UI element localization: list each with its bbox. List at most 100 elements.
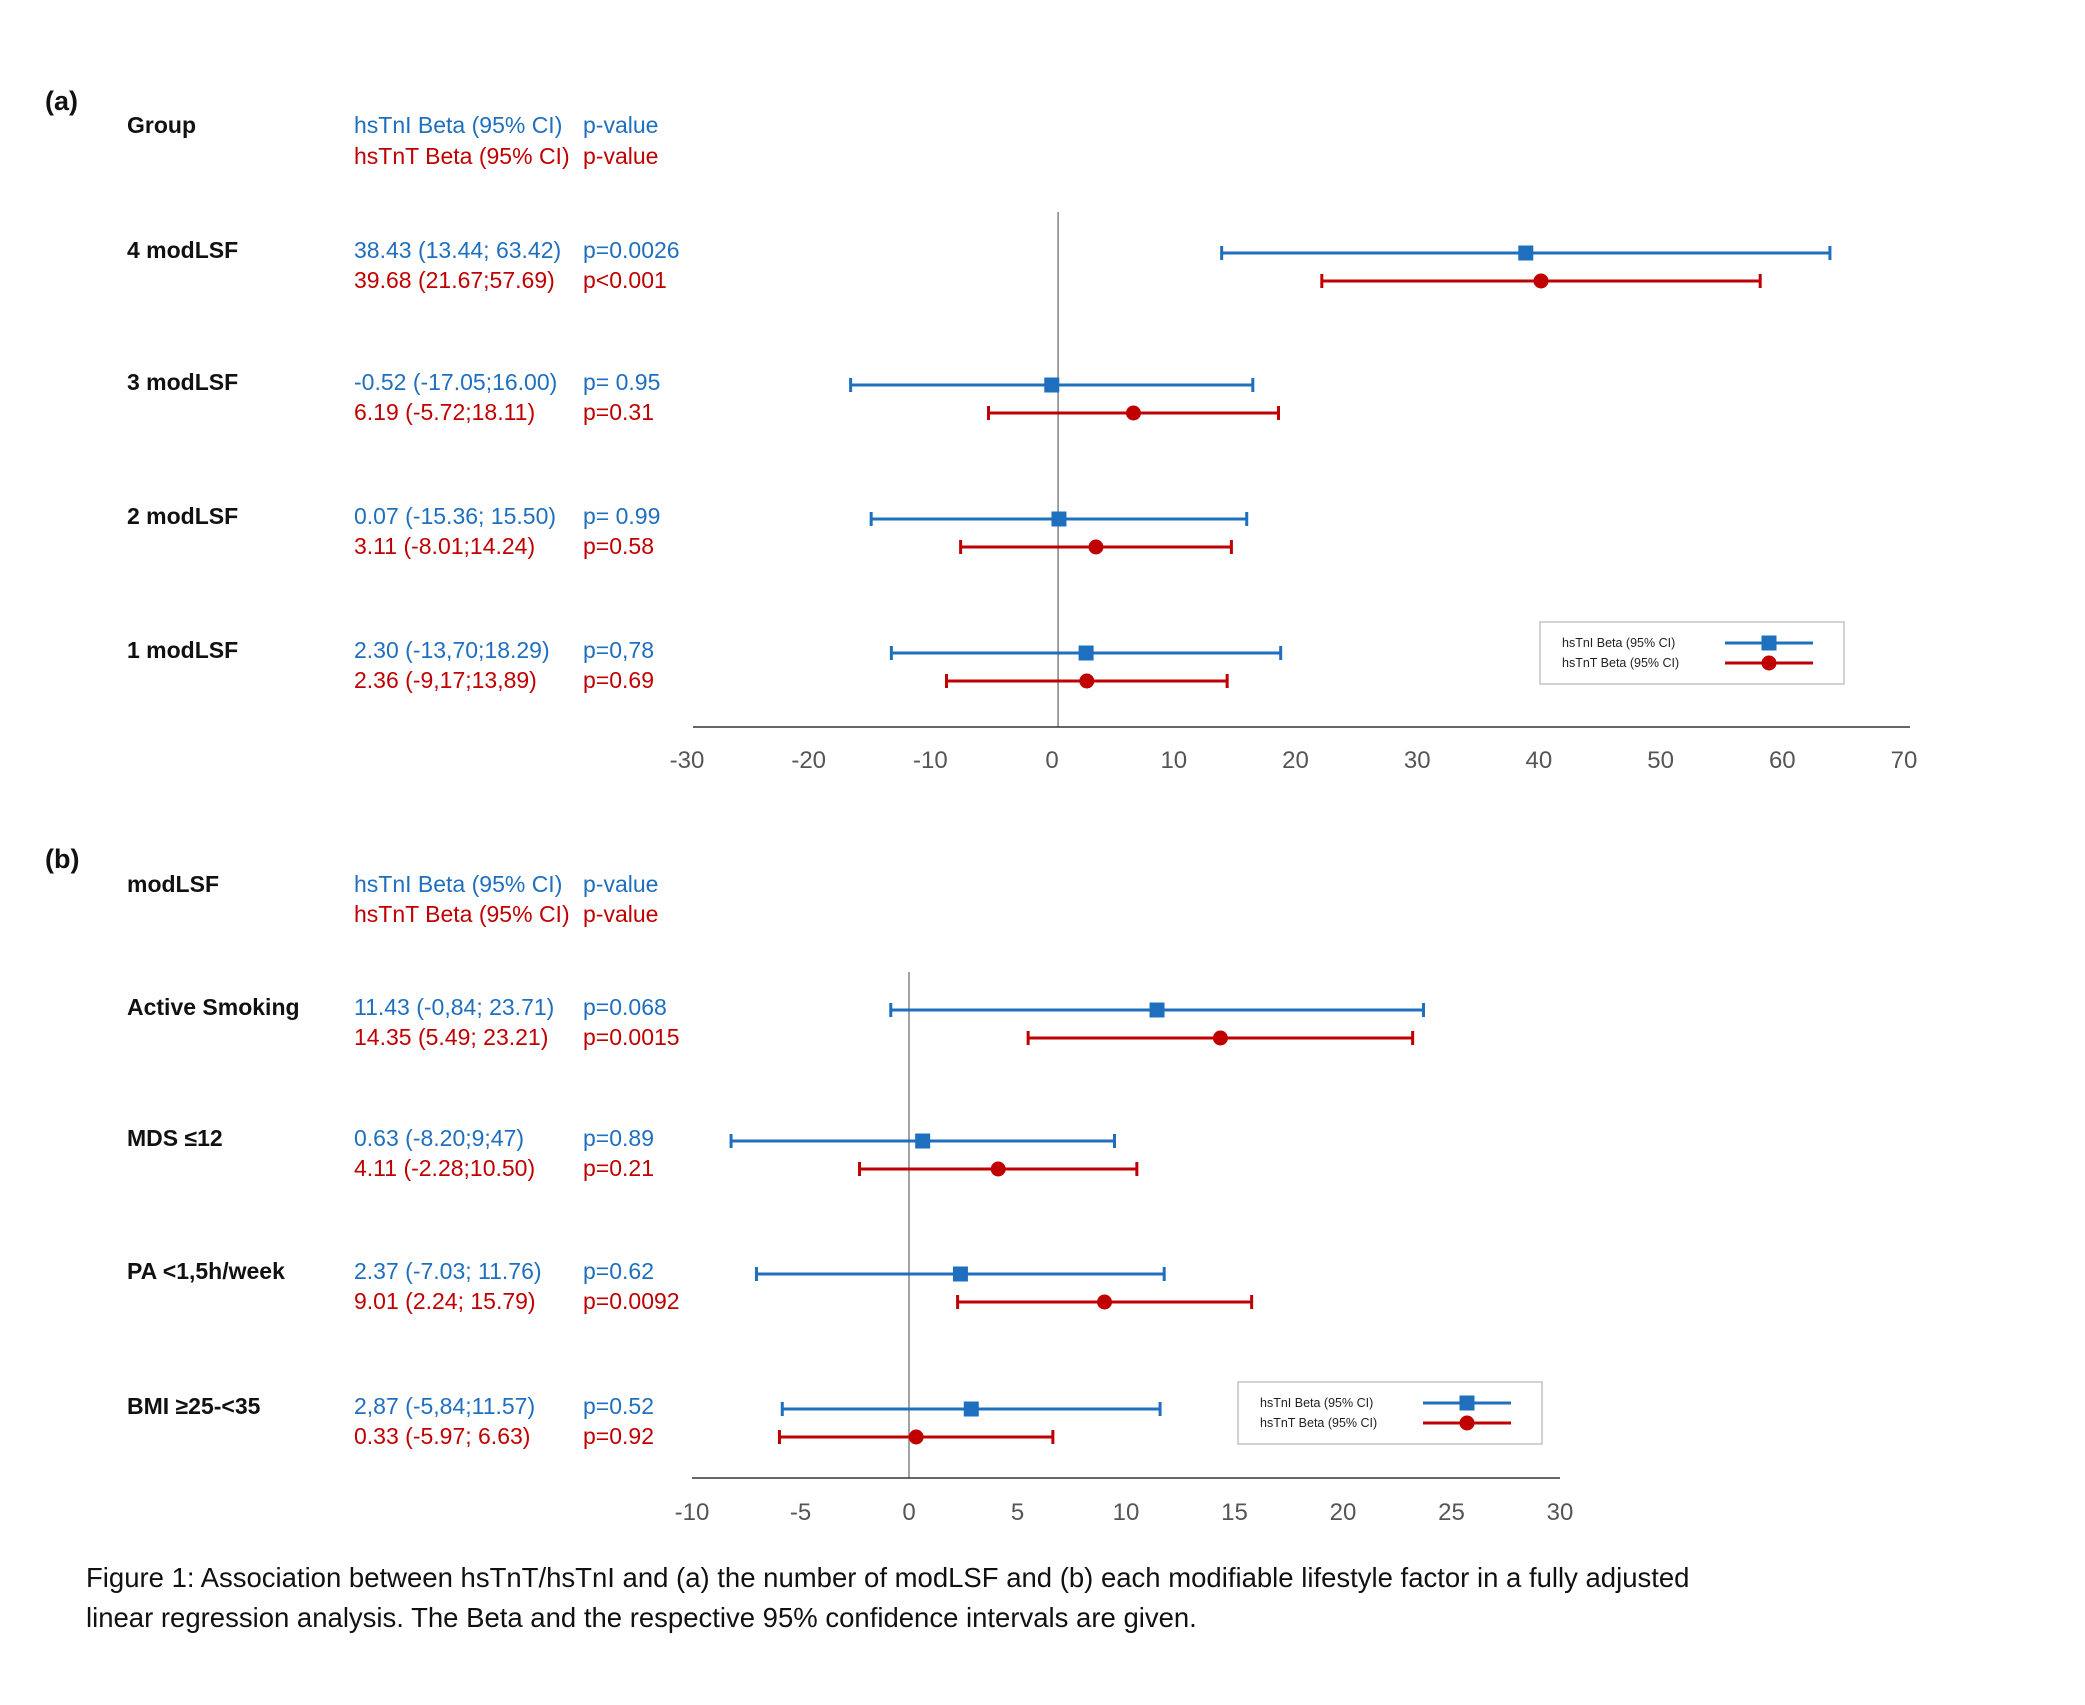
legend-label-hstni: hsTnI Beta (95% CI)	[1562, 636, 1675, 650]
header-hstni-pvalue-label: p-value	[583, 871, 658, 897]
hstnt-beta-ci-text: 2.36 (-9,17;13,89)	[354, 667, 537, 693]
x-tick-label: -5	[790, 1499, 811, 1526]
header-hstni-pvalue-label: p-value	[583, 112, 658, 138]
x-tick-label: 30	[1547, 1499, 1574, 1526]
hstnt-point-estimate	[990, 1161, 1006, 1177]
hstnt-point-estimate	[1125, 405, 1141, 421]
x-tick-label: 70	[1891, 747, 1918, 774]
hstnt-point-estimate	[908, 1429, 924, 1445]
legend-label-hstnt: hsTnT Beta (95% CI)	[1260, 1416, 1377, 1430]
x-tick-label: 15	[1221, 1499, 1248, 1526]
x-tick-label: 5	[1011, 1499, 1024, 1526]
x-tick-label: 0	[902, 1499, 915, 1526]
hstnt-beta-ci-text: 9.01 (2.24; 15.79)	[354, 1288, 536, 1314]
hstnt-pvalue-text: p<0.001	[583, 267, 667, 293]
hstnt-beta-ci-text: 4.11 (-2.28;10.50)	[354, 1155, 535, 1181]
hstnt-beta-ci-text: 39.68 (21.67;57.69)	[354, 267, 555, 293]
legend: hsTnI Beta (95% CI) hsTnT Beta (95% CI)	[1237, 1381, 1543, 1445]
header-group-label: Group	[127, 112, 196, 138]
hstnt-pvalue-text: p=0.92	[583, 1423, 654, 1449]
hstni-beta-ci-text: 38.43 (13.44; 63.42)	[354, 237, 561, 263]
header-hstni-label: hsTnI Beta (95% CI)	[354, 112, 562, 138]
x-tick-label: 40	[1526, 747, 1553, 774]
legend-box	[1539, 621, 1845, 685]
forest-row: PA <1,5h/week 2.37 (-7.03; 11.76) p=0.62 9.…	[127, 1258, 1254, 1314]
hstni-pvalue-text: p=0.0026	[583, 237, 680, 263]
legend: hsTnI Beta (95% CI) hsTnT Beta (95% CI)	[1539, 621, 1845, 685]
hstnt-pvalue-text: p=0.0092	[583, 1288, 680, 1314]
panel-letter: (b)	[45, 844, 79, 874]
forest-row: 3 modLSF -0.52 (-17.05;16.00) p= 0.95 6.19 …	[127, 369, 1280, 425]
header-group-label: modLSF	[127, 871, 219, 897]
x-tick-label: 30	[1404, 747, 1431, 774]
row-label: BMI ≥25-<35	[127, 1393, 261, 1419]
forest-row: Active Smoking 11.43 (-0,84; 23.71) p=0.06…	[127, 994, 1426, 1050]
hstni-pvalue-text: p= 0.95	[583, 369, 660, 395]
x-tick-label: -10	[675, 1499, 710, 1526]
hstni-point-estimate	[1518, 245, 1534, 261]
hstni-point-estimate	[915, 1133, 931, 1149]
row-label: MDS ≤12	[127, 1125, 223, 1151]
hstnt-point-estimate	[1079, 673, 1095, 689]
figure-caption: Figure 1: Association between hsTnT/hsTn…	[86, 1562, 1690, 1633]
row-label: 4 modLSF	[127, 237, 238, 263]
legend-label-hstni: hsTnI Beta (95% CI)	[1260, 1396, 1373, 1410]
hstni-point-estimate	[1044, 377, 1060, 393]
header-hstnt-label: hsTnT Beta (95% CI)	[354, 143, 570, 169]
hstni-pvalue-text: p=0.89	[583, 1125, 654, 1151]
x-tick-label: 50	[1647, 747, 1674, 774]
hstni-beta-ci-text: 2,87 (-5,84;11.57)	[354, 1393, 535, 1419]
header-hstnt-pvalue-label: p-value	[583, 901, 658, 927]
x-tick-label: -10	[913, 747, 948, 774]
hstni-point-estimate	[1051, 511, 1067, 527]
forest-panel-b: (b) modLSF hsTnI Beta (95% CI) p-value hsTnT…	[45, 844, 1573, 1526]
legend-box	[1237, 1381, 1543, 1445]
forest-row: BMI ≥25-<35 2,87 (-5,84;11.57) p=0.52 0.33 …	[127, 1393, 1162, 1449]
forest-row: 1 modLSF 2.30 (-13,70;18.29) p=0,78 2.36 (-…	[127, 637, 1283, 693]
x-tick-label: 60	[1769, 747, 1796, 774]
hstni-point-estimate	[952, 1266, 968, 1282]
hstnt-beta-ci-text: 3.11 (-8.01;14.24)	[354, 533, 535, 559]
hstnt-beta-ci-text: 0.33 (-5.97; 6.63)	[354, 1423, 530, 1449]
hstni-beta-ci-text: 2.37 (-7.03; 11.76)	[354, 1258, 542, 1284]
hstni-pvalue-text: p=0,78	[583, 637, 654, 663]
hstni-point-estimate	[963, 1401, 979, 1417]
hstnt-beta-ci-text: 6.19 (-5.72;18.11)	[354, 399, 535, 425]
row-label: 1 modLSF	[127, 637, 238, 663]
x-tick-label: 0	[1045, 747, 1058, 774]
hstni-pvalue-text: p=0.52	[583, 1393, 654, 1419]
forest-panel-a: (a) Group hsTnI Beta (95% CI) p-value hsTnT …	[45, 86, 1917, 774]
row-label: Active Smoking	[127, 994, 300, 1020]
circle-marker-icon	[1459, 1415, 1475, 1431]
hstni-pvalue-text: p=0.068	[583, 994, 667, 1020]
hstni-beta-ci-text: 0.07 (-15.36; 15.50)	[354, 503, 556, 529]
hstnt-point-estimate	[1533, 273, 1549, 289]
hstnt-beta-ci-text: 14.35 (5.49; 23.21)	[354, 1024, 548, 1050]
row-label: 3 modLSF	[127, 369, 238, 395]
hstnt-pvalue-text: p=0.58	[583, 533, 654, 559]
forest-row: MDS ≤12 0.63 (-8.20;9;47) p=0.89 4.11 (-2.2…	[127, 1125, 1139, 1181]
hstni-point-estimate	[1078, 645, 1094, 661]
x-tick-label: 10	[1113, 1499, 1140, 1526]
hstnt-point-estimate	[1097, 1294, 1113, 1310]
row-label: 2 modLSF	[127, 503, 238, 529]
hstnt-point-estimate	[1088, 539, 1104, 555]
hstnt-pvalue-text: p=0.69	[583, 667, 654, 693]
forest-row: 4 modLSF 38.43 (13.44; 63.42) p=0.0026 39.6…	[127, 237, 1832, 293]
header-hstni-label: hsTnI Beta (95% CI)	[354, 871, 562, 897]
legend-label-hstnt: hsTnT Beta (95% CI)	[1562, 656, 1679, 670]
hstni-beta-ci-text: -0.52 (-17.05;16.00)	[354, 369, 557, 395]
circle-marker-icon	[1761, 655, 1777, 671]
square-marker-icon	[1459, 1395, 1475, 1411]
hstni-pvalue-text: p= 0.99	[583, 503, 660, 529]
forest-row: 2 modLSF 0.07 (-15.36; 15.50) p= 0.99 3.11 …	[127, 503, 1249, 559]
x-tick-label: 20	[1330, 1499, 1357, 1526]
x-tick-label: 10	[1160, 747, 1187, 774]
hstnt-pvalue-text: p=0.21	[583, 1155, 654, 1181]
hstni-beta-ci-text: 11.43 (-0,84; 23.71)	[354, 994, 554, 1020]
x-tick-label: 25	[1438, 1499, 1465, 1526]
hstnt-pvalue-text: p=0.31	[583, 399, 654, 425]
square-marker-icon	[1761, 635, 1777, 651]
header-hstnt-pvalue-label: p-value	[583, 143, 658, 169]
